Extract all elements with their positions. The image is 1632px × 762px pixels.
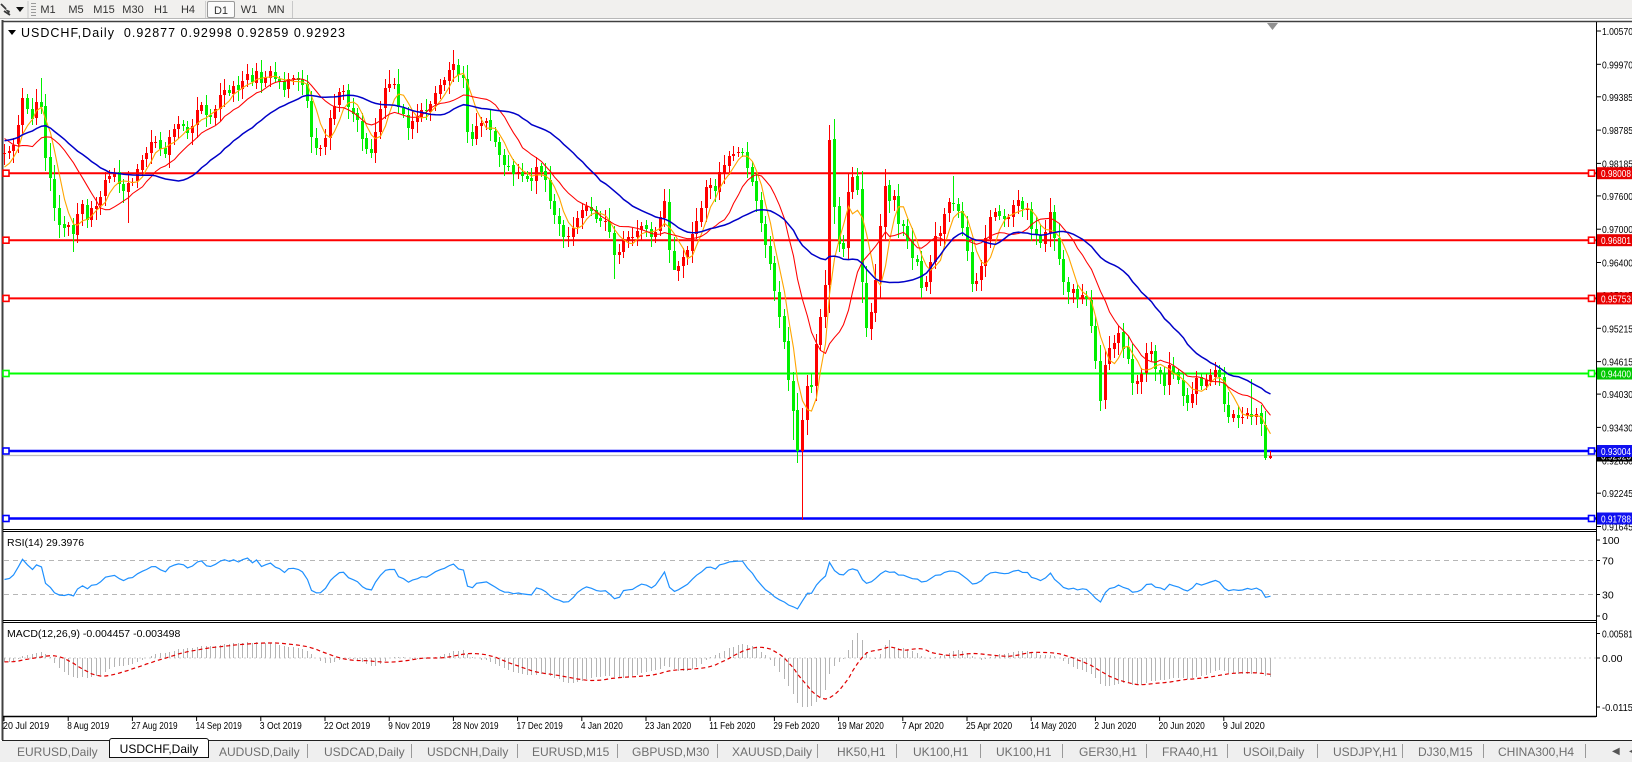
svg-text:3 Oct 2019: 3 Oct 2019 bbox=[260, 720, 302, 732]
svg-text:19 Mar 2020: 19 Mar 2020 bbox=[838, 720, 884, 732]
svg-text:USDCHF,Daily 0.92877 0.92998: USDCHF,Daily 0.92877 0.92998 0.92859 0.9… bbox=[21, 26, 345, 40]
svg-text:0.99385: 0.99385 bbox=[1602, 92, 1632, 104]
svg-text:0.93004: 0.93004 bbox=[1601, 446, 1631, 458]
svg-text:100: 100 bbox=[1602, 535, 1620, 547]
svg-text:0.91788: 0.91788 bbox=[1601, 514, 1631, 526]
svg-text:20 Jun 2020: 20 Jun 2020 bbox=[1159, 720, 1205, 732]
svg-text:0.93430: 0.93430 bbox=[1602, 422, 1632, 434]
svg-text:14 Sep 2019: 14 Sep 2019 bbox=[196, 720, 242, 732]
svg-text:30: 30 bbox=[1602, 590, 1614, 602]
svg-text:1.00570: 1.00570 bbox=[1602, 26, 1632, 38]
svg-text:0.97000: 0.97000 bbox=[1602, 224, 1632, 236]
svg-text:0.94615: 0.94615 bbox=[1602, 357, 1632, 369]
svg-text:9 Jul 2020: 9 Jul 2020 bbox=[1223, 720, 1265, 732]
svg-text:9 Nov 2019: 9 Nov 2019 bbox=[388, 720, 430, 732]
svg-text:7 Apr 2020: 7 Apr 2020 bbox=[902, 720, 944, 732]
svg-text:0.95753: 0.95753 bbox=[1601, 293, 1631, 305]
svg-text:28 Nov 2019: 28 Nov 2019 bbox=[452, 720, 498, 732]
svg-text:14 May 2020: 14 May 2020 bbox=[1030, 720, 1076, 732]
svg-text:RSI(14) 29.3976: RSI(14) 29.3976 bbox=[7, 537, 84, 549]
svg-text:0.99970: 0.99970 bbox=[1602, 59, 1632, 71]
svg-text:0.92245: 0.92245 bbox=[1602, 488, 1632, 500]
svg-text:0.94030: 0.94030 bbox=[1602, 389, 1632, 401]
svg-text:17 Dec 2019: 17 Dec 2019 bbox=[517, 720, 563, 732]
svg-text:0.98008: 0.98008 bbox=[1601, 168, 1631, 180]
svg-text:0.00: 0.00 bbox=[1602, 653, 1623, 665]
svg-text:4 Jan 2020: 4 Jan 2020 bbox=[581, 720, 623, 732]
svg-text:8 Aug 2019: 8 Aug 2019 bbox=[67, 720, 109, 732]
svg-text:11 Feb 2020: 11 Feb 2020 bbox=[709, 720, 755, 732]
svg-text:MACD(12,26,9) -0.004457 -0.003: MACD(12,26,9) -0.004457 -0.003498 bbox=[7, 628, 181, 640]
svg-text:0.96400: 0.96400 bbox=[1602, 258, 1632, 270]
svg-text:22 Oct 2019: 22 Oct 2019 bbox=[324, 720, 370, 732]
svg-text:27 Aug 2019: 27 Aug 2019 bbox=[131, 720, 177, 732]
svg-text:0: 0 bbox=[1602, 611, 1608, 623]
svg-text:0.95215: 0.95215 bbox=[1602, 323, 1632, 335]
svg-text:70: 70 bbox=[1602, 556, 1614, 568]
svg-text:0.00581: 0.00581 bbox=[1602, 629, 1632, 641]
svg-text:0.97600: 0.97600 bbox=[1602, 191, 1632, 203]
svg-text:0.94400: 0.94400 bbox=[1601, 369, 1631, 381]
svg-text:0.98785: 0.98785 bbox=[1602, 125, 1632, 137]
svg-text:0.96801: 0.96801 bbox=[1601, 235, 1631, 247]
svg-text:29 Feb 2020: 29 Feb 2020 bbox=[773, 720, 819, 732]
svg-text:23 Jan 2020: 23 Jan 2020 bbox=[645, 720, 691, 732]
svg-text:25 Apr 2020: 25 Apr 2020 bbox=[966, 720, 1012, 732]
svg-text:2 Jun 2020: 2 Jun 2020 bbox=[1094, 720, 1136, 732]
svg-text:20 Jul 2019: 20 Jul 2019 bbox=[3, 720, 49, 732]
svg-text:-0.0115: -0.0115 bbox=[1602, 702, 1632, 714]
